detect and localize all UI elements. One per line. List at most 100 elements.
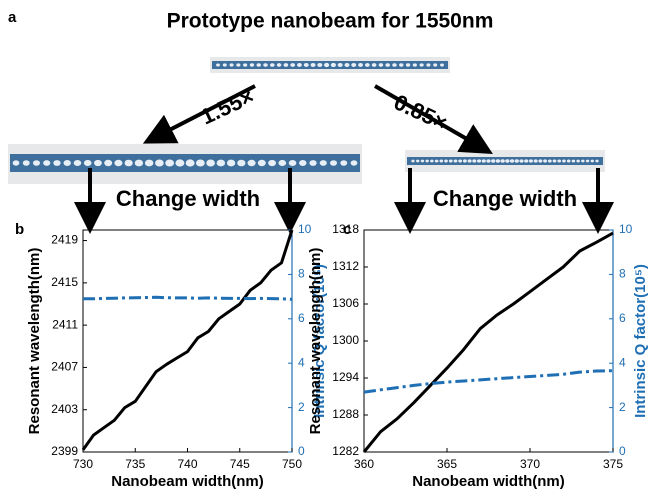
- panel-label: c: [343, 221, 351, 238]
- hole: [371, 63, 377, 67]
- hole: [462, 159, 467, 163]
- hole: [324, 62, 330, 68]
- change-width-label: Change width: [433, 186, 577, 211]
- hole: [481, 159, 486, 163]
- hole: [222, 63, 227, 67]
- hole: [12, 160, 20, 166]
- hole: [378, 63, 384, 67]
- hole: [581, 159, 585, 163]
- hole: [495, 159, 501, 163]
- hole: [585, 159, 590, 163]
- plot-frame: [363, 229, 614, 453]
- y-tick-label: 2415: [51, 275, 78, 289]
- data-line: [363, 369, 614, 394]
- hole: [340, 160, 348, 166]
- hole: [247, 159, 256, 167]
- hole: [571, 159, 576, 163]
- hole: [439, 159, 444, 163]
- hole: [309, 160, 317, 166]
- x-tick-label: 360: [354, 457, 374, 471]
- hole: [288, 159, 297, 167]
- y2-tick-label: 2: [619, 400, 626, 414]
- hole: [63, 160, 71, 166]
- y2-tick-label: 8: [619, 267, 626, 281]
- y-axis-label: Resonant wavelength(nm): [307, 248, 324, 435]
- y2-tick-label: 10: [298, 222, 312, 236]
- hole: [276, 63, 282, 67]
- hole: [528, 159, 533, 163]
- nanobeams: [8, 57, 605, 184]
- beam: [212, 61, 448, 69]
- hole: [448, 159, 453, 163]
- hole: [405, 63, 411, 67]
- y-tick-label: 1288: [332, 407, 359, 421]
- hole: [229, 63, 234, 67]
- y2-tick-label: 6: [298, 311, 305, 325]
- hole: [453, 159, 458, 163]
- hole: [249, 63, 255, 67]
- y2-tick-label: 2: [298, 400, 305, 414]
- hole: [104, 159, 113, 167]
- x-tick-label: 730: [73, 457, 93, 471]
- hole: [524, 159, 529, 163]
- hole: [283, 63, 289, 67]
- hole: [216, 63, 220, 67]
- hole: [237, 159, 246, 167]
- hole: [73, 159, 82, 167]
- y-tick-label: 1306: [332, 296, 359, 310]
- hole: [538, 159, 543, 163]
- y2-tick-label: 6: [619, 311, 626, 325]
- hole: [344, 62, 350, 68]
- hole: [430, 159, 434, 163]
- x-tick-label: 750: [282, 457, 302, 471]
- hole: [330, 160, 338, 166]
- hole: [290, 63, 296, 67]
- y2-tick-label: 0: [298, 444, 305, 458]
- x-tick-label: 365: [437, 457, 457, 471]
- scale-label: 1.55×: [197, 83, 258, 129]
- hole: [175, 159, 185, 167]
- hole: [43, 160, 51, 166]
- hole: [509, 159, 515, 163]
- x-tick-label: 740: [177, 457, 197, 471]
- y-tick-label: 1282: [332, 444, 359, 458]
- x-tick-label: 735: [125, 457, 145, 471]
- y-tick-label: 1294: [332, 370, 359, 384]
- beam: [407, 157, 603, 165]
- hole: [351, 63, 357, 67]
- x-tick-label: 370: [520, 457, 540, 471]
- hole: [195, 159, 205, 167]
- hole: [392, 63, 397, 67]
- hole: [500, 159, 505, 163]
- hole: [278, 159, 287, 167]
- x-axis-label: Nanobeam width(nm): [412, 473, 565, 490]
- hole: [576, 159, 580, 163]
- hole: [22, 160, 30, 166]
- hole: [566, 159, 571, 163]
- y2-tick-label: 4: [619, 355, 626, 369]
- hole: [477, 159, 482, 163]
- hole: [533, 159, 538, 163]
- y-tick-label: 1300: [332, 333, 359, 347]
- hole: [263, 63, 268, 67]
- hole: [595, 159, 599, 163]
- data-line: [83, 295, 293, 301]
- hole: [185, 159, 195, 167]
- panel-label: b: [15, 221, 24, 238]
- figure-title: Prototype nanobeam for 1550nm: [167, 10, 494, 33]
- hole: [425, 159, 429, 163]
- hole: [256, 63, 261, 67]
- hole: [303, 63, 309, 67]
- hole: [505, 159, 510, 163]
- hole: [543, 159, 548, 163]
- hole: [491, 159, 496, 163]
- hole: [53, 160, 61, 166]
- hole: [419, 63, 424, 67]
- hole: [257, 159, 266, 167]
- x-axis-label: Nanobeam width(nm): [111, 473, 264, 490]
- hole: [297, 63, 302, 67]
- hole: [134, 159, 144, 167]
- y2-axis-label: Intrinsic Q factor(10⁵): [311, 264, 328, 418]
- y-tick-label: 1312: [332, 259, 359, 273]
